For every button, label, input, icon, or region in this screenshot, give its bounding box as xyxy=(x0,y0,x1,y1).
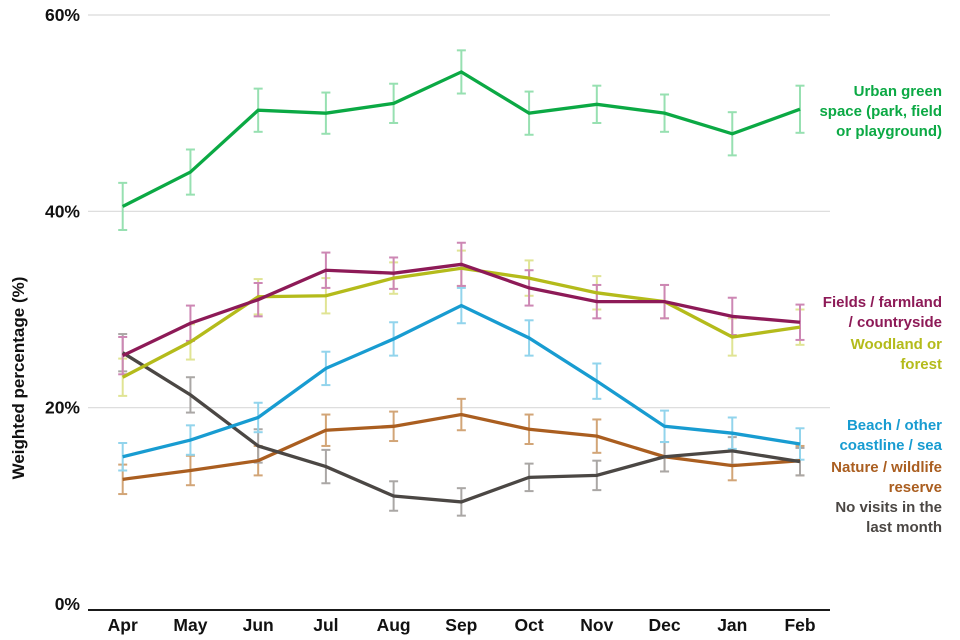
series-line-urban-green-space xyxy=(121,70,801,208)
y-axis-title: Weighted percentage (%) xyxy=(9,276,28,480)
x-tick-nov: Nov xyxy=(580,615,613,635)
x-tick-jan: Jan xyxy=(717,615,747,635)
x-tick-jun: Jun xyxy=(243,615,274,635)
legend-woodland-or-forest: Woodland or forest xyxy=(850,336,942,373)
series-line-nature-wildlife-reserve xyxy=(122,412,801,481)
y-tick-20pct: 20% xyxy=(45,398,80,418)
x-tick-may: May xyxy=(173,615,207,635)
x-tick-apr: Apr xyxy=(108,615,138,635)
x-tick-jul: Jul xyxy=(313,615,338,635)
series-line-fields-farmland-countryside xyxy=(121,262,801,358)
y-tick-60pct: 60% xyxy=(45,5,80,25)
x-tick-sep: Sep xyxy=(445,615,477,635)
x-tick-feb: Feb xyxy=(784,615,815,635)
y-tick-40pct: 40% xyxy=(45,201,80,221)
x-tick-oct: Oct xyxy=(514,615,543,635)
x-tick-dec: Dec xyxy=(648,615,680,635)
series-line-beach-coastline-sea xyxy=(122,303,801,459)
x-tick-aug: Aug xyxy=(377,615,411,635)
y-tick-0pct: 0% xyxy=(55,594,81,614)
series-line-woodland-or-forest xyxy=(121,266,801,379)
legend-nature-wildlife-reserve: Nature / wildlife reserve xyxy=(831,459,942,496)
legend-fields-farmland-countryside: Fields / farmland / countryside xyxy=(822,294,942,331)
series-line-no-visits-last-month xyxy=(121,351,801,504)
legend-beach-coastline-sea: Beach / other coastline / sea xyxy=(839,417,942,454)
legend-no-visits-last-month: No visits in the last month xyxy=(835,499,942,536)
legend-urban-green-space: Urban green space (park, field or playgr… xyxy=(819,83,942,140)
